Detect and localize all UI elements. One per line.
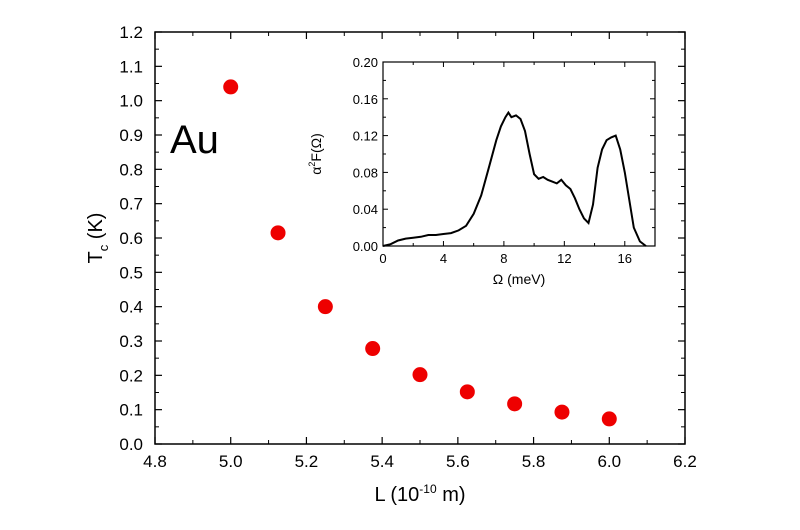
inset-x-tick-label: 0 xyxy=(379,251,386,266)
main-y-axis-label: Tc (K) xyxy=(85,213,111,264)
inset-x-axis-label: Ω (meV) xyxy=(493,271,545,287)
main-y-axis-label-main: T xyxy=(85,251,107,263)
inset-spectrum-line xyxy=(382,110,647,247)
y-tick-label: 1.2 xyxy=(119,23,143,42)
inset-y-tick-label: 0.20 xyxy=(353,55,378,70)
inset-plot-frame xyxy=(382,61,656,247)
inset-y-axis-label: α2F(Ω) xyxy=(307,133,324,174)
data-point xyxy=(554,404,570,420)
inset-y-tick-label: 0.08 xyxy=(353,165,378,180)
y-tick-label: 0.9 xyxy=(119,126,143,145)
y-tick-label: 1.1 xyxy=(119,57,143,76)
main-x-axis-label: L (10-10 m) xyxy=(374,482,465,506)
inset-ticks xyxy=(382,61,655,247)
main-tick-labels: 4.8 5.0 5.2 5.4 5.6 5.8 6.0 6.2 0.0 0.1 0.2 0.3 0.4 0… xyxy=(119,23,696,471)
y-tick-label: 0.7 xyxy=(119,195,143,214)
y-tick-label: 0.6 xyxy=(119,229,143,248)
data-point xyxy=(365,341,381,357)
inset-y-axis-label-sup: 2 xyxy=(307,162,317,167)
y-tick-label: 0.5 xyxy=(119,263,143,282)
inset-y-axis-label-pre: α xyxy=(308,167,324,175)
inset-x-tick-label: 12 xyxy=(557,251,571,266)
data-point xyxy=(459,384,475,400)
inset-tick-labels: 0 4 8 12 16 0.00 0.04 0.08 0.12 0.16 0.20 xyxy=(353,55,632,266)
y-tick-label: 1.0 xyxy=(119,92,143,111)
inset-y-tick-label: 0.12 xyxy=(353,129,378,144)
y-tick-label: 0.0 xyxy=(119,435,143,454)
x-tick-label: 5.0 xyxy=(219,452,243,471)
data-point xyxy=(223,79,239,95)
data-point xyxy=(601,411,617,427)
inset-y-tick-label: 0.04 xyxy=(353,202,378,217)
y-tick-label: 0.4 xyxy=(119,298,143,317)
data-point xyxy=(270,225,286,241)
x-tick-label: 5.4 xyxy=(370,452,394,471)
data-point xyxy=(412,367,428,383)
x-tick-label: 5.8 xyxy=(522,452,546,471)
inset-x-tick-label: 4 xyxy=(440,251,447,266)
x-tick-label: 6.2 xyxy=(673,452,697,471)
inset-x-tick-label: 16 xyxy=(618,251,632,266)
main-x-axis-label-tail: m) xyxy=(437,484,466,506)
main-y-axis-label-sub: c xyxy=(96,244,111,251)
main-x-axis-label-main: L (10 xyxy=(374,484,419,506)
data-point xyxy=(317,299,333,315)
y-tick-label: 0.1 xyxy=(119,401,143,420)
main-points xyxy=(223,79,617,427)
main-x-axis-label-sup: -10 xyxy=(419,482,437,496)
main-y-axis-label-tail: (K) xyxy=(85,213,107,245)
x-tick-label: 6.0 xyxy=(597,452,621,471)
inset-x-tick-label: 8 xyxy=(500,251,507,266)
y-tick-label: 0.2 xyxy=(119,366,143,385)
main-ticks xyxy=(154,31,686,445)
x-tick-label: 5.2 xyxy=(295,452,319,471)
x-tick-label: 5.6 xyxy=(446,452,470,471)
data-point xyxy=(507,396,523,412)
inset-y-tick-label: 0.16 xyxy=(353,92,378,107)
inset-y-tick-label: 0.00 xyxy=(353,239,378,254)
y-tick-label: 0.8 xyxy=(119,160,143,179)
x-tick-label: 4.8 xyxy=(143,452,167,471)
inset-y-axis-label-post: F(Ω) xyxy=(308,133,324,161)
material-annotation: Au xyxy=(170,118,219,162)
y-tick-label: 0.3 xyxy=(119,332,143,351)
